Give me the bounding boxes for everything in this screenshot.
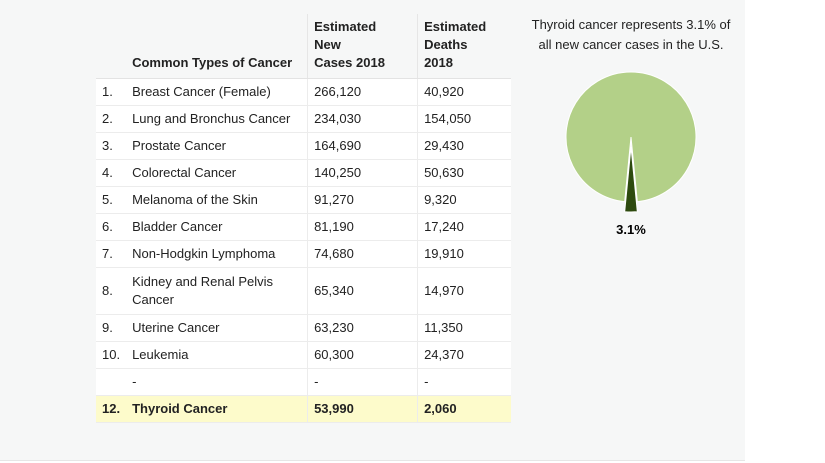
table-row: 7. Non-Hodgkin Lymphoma 74,680 19,910 — [96, 240, 512, 268]
new-cases: 91,270 — [307, 186, 418, 214]
new-cases: 74,680 — [307, 240, 418, 268]
cancer-type: Melanoma of the Skin — [126, 186, 308, 214]
deaths: 24,370 — [417, 341, 512, 369]
pie-title: Thyroid cancer represents 3.1% of all ne… — [531, 17, 731, 52]
row-number: 8. — [96, 267, 127, 315]
header-line: 2018 — [424, 55, 453, 70]
pie-chart: 3.1% — [565, 71, 697, 237]
row-number: 1. — [96, 78, 127, 106]
row-number: 6. — [96, 213, 127, 241]
cancer-table: Common Types of Cancer Estimated New Cases… — [96, 14, 512, 423]
deaths: 40,920 — [417, 78, 512, 106]
table-row: 1. Breast Cancer (Female) 266,120 40,920 — [96, 78, 512, 106]
table-row: 4. Colorectal Cancer 140,250 50,630 — [96, 159, 512, 187]
table-row: 10. Leukemia 60,300 24,370 — [96, 341, 512, 369]
deaths: 17,240 — [417, 213, 512, 241]
new-cases: 65,340 — [307, 267, 418, 315]
cancer-type: Colorectal Cancer — [126, 159, 308, 187]
table-row: 12. Thyroid Cancer 53,990 2,060 — [96, 395, 512, 423]
new-cases: 234,030 — [307, 105, 418, 133]
deaths: 29,430 — [417, 132, 512, 160]
cancer-type: Non-Hodgkin Lymphoma — [126, 240, 308, 268]
table-header: Common Types of Cancer Estimated New Cases… — [96, 14, 512, 79]
row-number: 3. — [96, 132, 127, 160]
row-number — [96, 368, 127, 396]
header-line: Estimated — [314, 19, 377, 34]
new-cases: 266,120 — [307, 78, 418, 106]
table-row: 2. Lung and Bronchus Cancer 234,030 154,050 — [96, 105, 512, 133]
row-number: 2. — [96, 105, 127, 133]
new-cases: 81,190 — [307, 213, 418, 241]
cancer-type: Prostate Cancer — [126, 132, 308, 160]
cancer-type: Kidney and Renal Pelvis Cancer — [126, 267, 308, 315]
table-row: 6. Bladder Cancer 81,190 17,240 — [96, 213, 512, 241]
cancer-type: Uterine Cancer — [126, 314, 308, 342]
cancer-type: Bladder Cancer — [126, 213, 308, 241]
header-line: Estimated — [424, 19, 487, 34]
deaths: 19,910 — [417, 240, 512, 268]
row-number: 9. — [96, 314, 127, 342]
new-cases: - — [307, 368, 418, 396]
deaths: 9,320 — [417, 186, 512, 214]
deaths: 50,630 — [417, 159, 512, 187]
header-line: Deaths — [424, 37, 468, 52]
table-row: 3. Prostate Cancer 164,690 29,430 — [96, 132, 512, 160]
pie-slice-thyroid — [624, 146, 638, 213]
header-num — [96, 14, 127, 79]
new-cases: 60,300 — [307, 341, 418, 369]
row-number: 7. — [96, 240, 127, 268]
header-type: Common Types of Cancer — [126, 14, 308, 79]
new-cases: 164,690 — [307, 132, 418, 160]
row-number: 5. — [96, 186, 127, 214]
deaths: - — [417, 368, 512, 396]
deaths: 11,350 — [417, 314, 512, 342]
table-row: 8. Kidney and Renal Pelvis Cancer 65,340 14… — [96, 267, 512, 315]
deaths: 14,970 — [417, 267, 512, 315]
pie-slice-label: 3.1% — [616, 222, 646, 237]
table-row: 5. Melanoma of the Skin 91,270 9,320 — [96, 186, 512, 214]
header-new-cases: Estimated New Cases 2018 — [307, 14, 418, 79]
deaths: 154,050 — [417, 105, 512, 133]
row-number: 10. — [96, 341, 127, 369]
cancer-type: Lung and Bronchus Cancer — [126, 105, 308, 133]
new-cases: 53,990 — [307, 395, 418, 423]
deaths: 2,060 — [417, 395, 512, 423]
cancer-type: Thyroid Cancer — [126, 395, 308, 423]
row-number: 12. — [96, 395, 127, 423]
header-deaths: Estimated Deaths 2018 — [417, 14, 512, 79]
header-line: New — [314, 37, 341, 52]
new-cases: 63,230 — [307, 314, 418, 342]
cancer-type: Breast Cancer (Female) — [126, 78, 308, 106]
header-line: Cases 2018 — [314, 55, 385, 70]
cancer-type: - — [126, 368, 308, 396]
new-cases: 140,250 — [307, 159, 418, 187]
table-row: 9. Uterine Cancer 63,230 11,350 — [96, 314, 512, 342]
cancer-type: Leukemia — [126, 341, 308, 369]
row-number: 4. — [96, 159, 127, 187]
table-row: --- — [96, 368, 512, 396]
pie-slice-other — [565, 71, 697, 203]
